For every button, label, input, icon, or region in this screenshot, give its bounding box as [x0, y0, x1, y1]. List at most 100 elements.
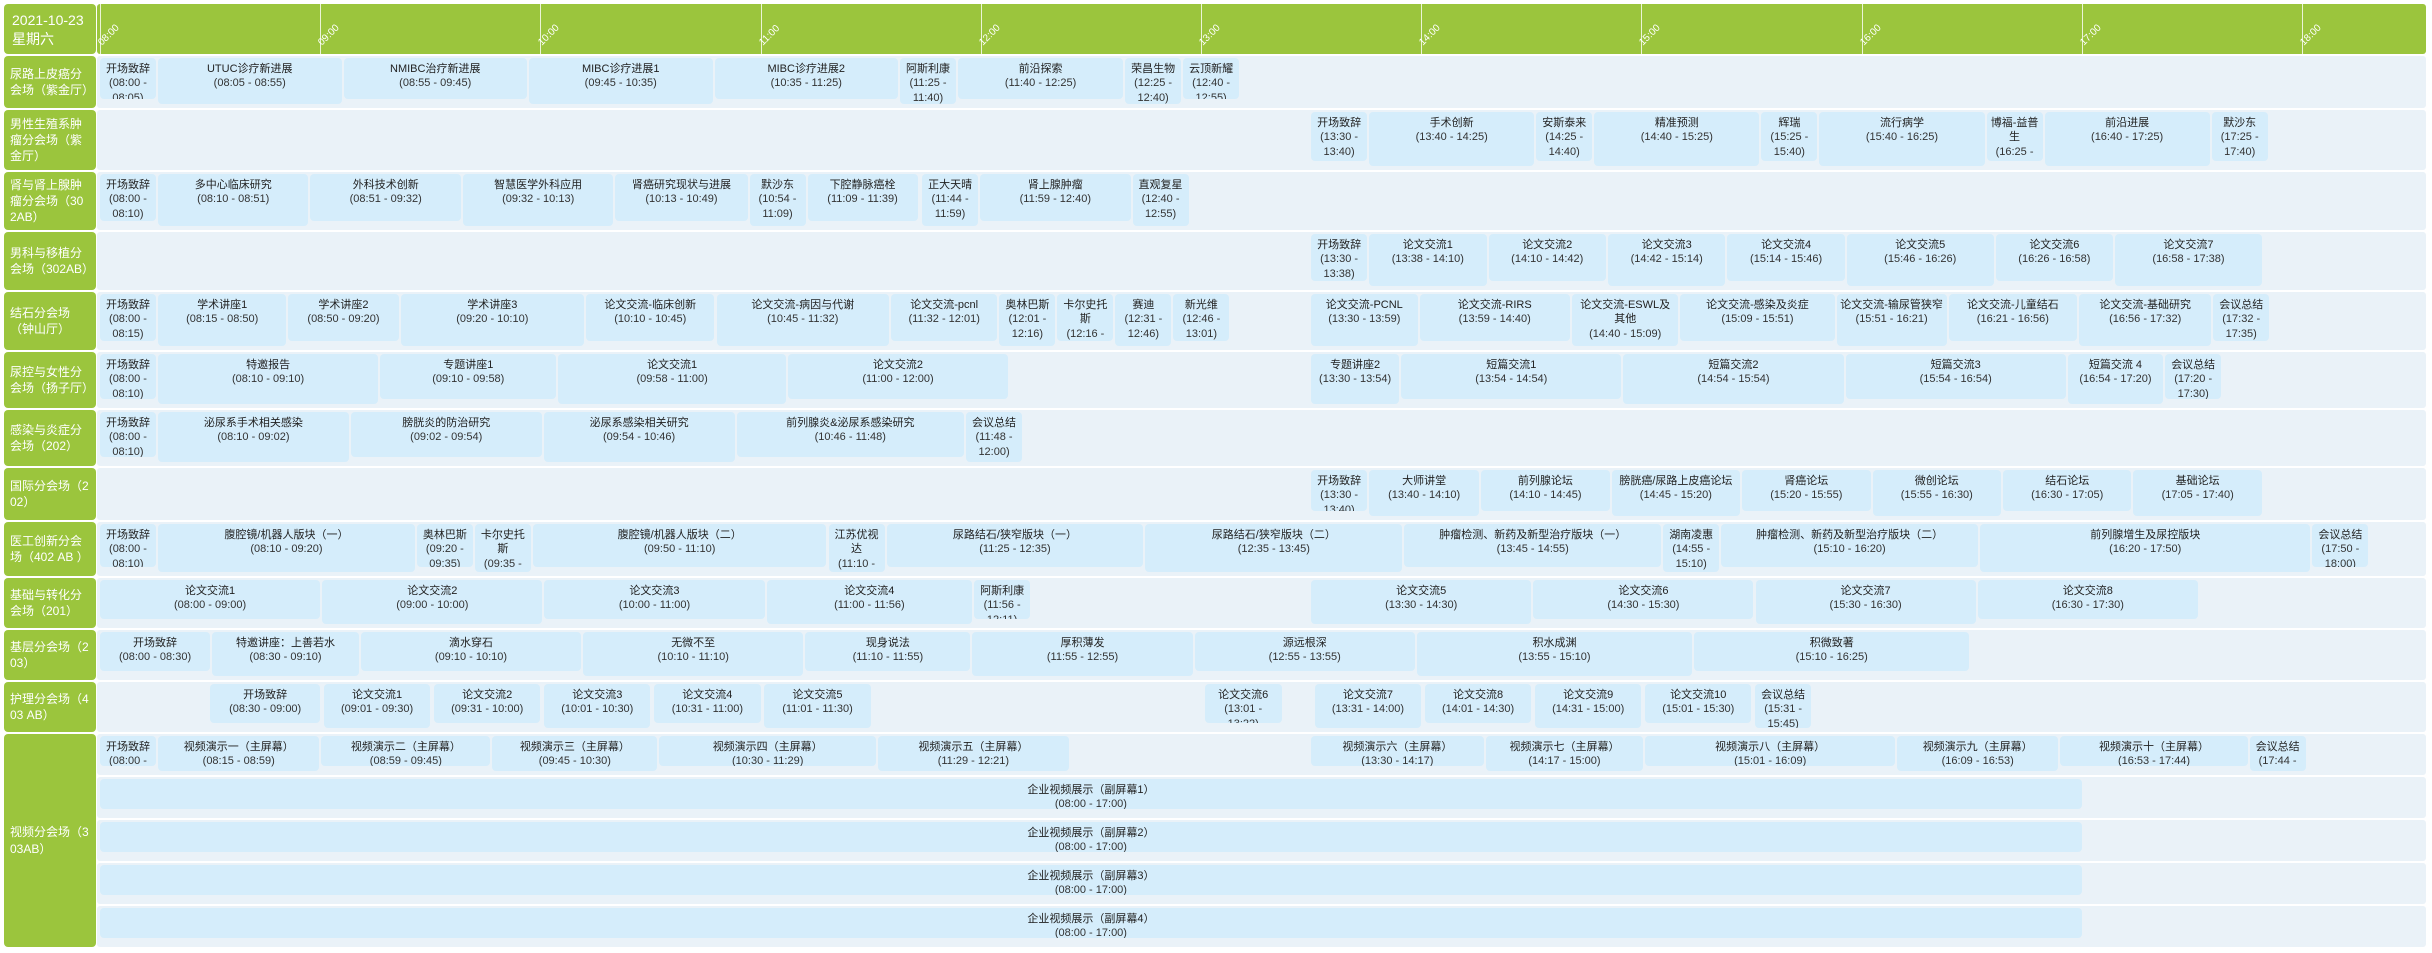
- event-block[interactable]: 视频演示五（主屏幕） (11:29 - 12:21): [877, 736, 1069, 771]
- event-block[interactable]: 企业视频展示（副屏幕3） (08:00 - 17:00): [100, 865, 2082, 895]
- event-block[interactable]: 企业视频展示（副屏幕1） (08:00 - 17:00): [100, 779, 2082, 809]
- event-block[interactable]: 专题讲座1 (09:10 - 09:58): [380, 354, 557, 399]
- event-block[interactable]: 现身说法 (11:10 - 11:55): [805, 632, 971, 671]
- event-block[interactable]: 肾癌研究现状与进展 (10:13 - 10:49): [615, 174, 748, 221]
- event-block[interactable]: 视频演示七（主屏幕） (14:17 - 15:00): [1485, 736, 1644, 771]
- event-block[interactable]: 源远根深 (12:55 - 13:55): [1194, 632, 1415, 671]
- event-block[interactable]: 云顶新耀 (12:40 - 12:55): [1183, 58, 1240, 99]
- event-block[interactable]: 论文交流-临床创新 (10:10 - 10:45): [586, 294, 715, 341]
- event-block[interactable]: 论文交流1 (09:58 - 11:00): [558, 354, 786, 404]
- event-block[interactable]: 手术创新 (13:40 - 14:25): [1369, 112, 1535, 166]
- event-block[interactable]: 默沙东 (17:25 - 17:40): [2211, 112, 2268, 161]
- event-block[interactable]: 泌尿系感染相关研究 (09:54 - 10:46): [543, 412, 735, 462]
- event-block[interactable]: 开场致辞 (08:00 - 08:10): [100, 412, 156, 457]
- event-block[interactable]: 开场致辞 (08:00 - 08:10): [100, 354, 156, 399]
- event-block[interactable]: 短篇交流3 (15:54 - 16:54): [1845, 354, 2066, 399]
- event-block[interactable]: 短篇交流 4 (16:54 - 17:20): [2067, 354, 2164, 404]
- event-block[interactable]: 论文交流8 (14:01 - 14:30): [1424, 684, 1532, 723]
- event-block[interactable]: 论文交流2 (09:31 - 10:00): [433, 684, 541, 723]
- event-block[interactable]: 视频演示三（主屏幕） (09:45 - 10:30): [492, 736, 658, 771]
- event-block[interactable]: 开场致辞 (08:30 - 09:00): [210, 684, 321, 723]
- event-block[interactable]: 开场致辞 (08:00 - 08:30): [100, 632, 211, 671]
- event-block[interactable]: 学术讲座2 (08:50 - 09:20): [288, 294, 399, 341]
- event-block[interactable]: 前沿进展 (16:40 - 17:25): [2044, 112, 2210, 166]
- event-block[interactable]: 论文交流10 (15:01 - 15:30): [1645, 684, 1752, 723]
- event-block[interactable]: 视频演示九（主屏幕） (16:09 - 16:53): [1896, 736, 2059, 771]
- event-block[interactable]: 精准预测 (14:40 - 15:25): [1594, 112, 1760, 166]
- event-block[interactable]: 论文交流-RIRS (13:59 - 14:40): [1419, 294, 1570, 341]
- event-block[interactable]: 视频演示十（主屏幕） (16:53 - 17:44): [2060, 736, 2248, 766]
- event-block[interactable]: 直观复星 (12:40 - 12:55): [1132, 174, 1189, 226]
- event-block[interactable]: 专题讲座2 (13:30 - 13:54): [1311, 354, 1400, 404]
- event-block[interactable]: 论文交流5 (13:30 - 14:30): [1311, 580, 1532, 624]
- event-block[interactable]: 论文交流9 (14:31 - 15:00): [1534, 684, 1642, 728]
- event-block[interactable]: 会议总结 (17:50 - 18:00): [2312, 524, 2369, 567]
- event-block[interactable]: 智慧医学外科应用 (09:32 - 10:13): [462, 174, 614, 226]
- event-block[interactable]: 正大天晴 (11:44 - 11:59): [922, 174, 979, 226]
- event-block[interactable]: 开场致辞 (08:00 - 08:15): [100, 294, 156, 341]
- event-block[interactable]: 开场致辞 (13:30 - 13:38): [1311, 234, 1368, 281]
- event-block[interactable]: 论文交流4 (10:31 - 11:00): [654, 684, 761, 723]
- event-block[interactable]: 论文交流-病因与代谢 (10:45 - 11:32): [716, 294, 889, 346]
- event-block[interactable]: 论文交流-pcnl (11:32 - 12:01): [890, 294, 998, 341]
- event-block[interactable]: 会议总结 (11:48 - 12:00): [966, 412, 1023, 462]
- event-block[interactable]: 特邀讲座：上善若水 (08:30 - 09:10): [212, 632, 359, 676]
- event-block[interactable]: MIBC诊疗进展1 (09:45 - 10:35): [529, 58, 713, 104]
- event-block[interactable]: 阿斯利康 (11:56 - 12:11): [974, 580, 1031, 619]
- event-block[interactable]: 膀胱癌/尿路上皮癌论坛 (14:45 - 15:20): [1611, 470, 1741, 516]
- event-block[interactable]: 前列腺炎&泌尿系感染研究 (10:46 - 11:48): [736, 412, 965, 457]
- event-block[interactable]: 卡尔史托斯(12:16 - 12:31): [1057, 294, 1114, 341]
- event-block[interactable]: 论文交流2 (14:10 - 14:42): [1488, 234, 1606, 281]
- event-block[interactable]: 前列腺论坛 (14:10 - 14:45): [1481, 470, 1610, 511]
- event-block[interactable]: 论文交流5 (15:46 - 16:26): [1846, 234, 1994, 286]
- event-block[interactable]: 开场致辞 (13:30 - 13:40): [1311, 470, 1368, 511]
- event-block[interactable]: 论文交流1 (08:00 - 09:00): [100, 580, 321, 619]
- event-block[interactable]: 下腔静脉癌栓 (11:09 - 11:39): [807, 174, 918, 221]
- event-block[interactable]: 多中心临床研究 (08:10 - 08:51): [158, 174, 309, 226]
- event-block[interactable]: 短篇交流1 (13:54 - 14:54): [1401, 354, 1622, 399]
- event-block[interactable]: 膀胱炎的防治研究 (09:02 - 09:54): [350, 412, 542, 457]
- event-block[interactable]: 荣昌生物 (12:25 - 12:40): [1125, 58, 1182, 104]
- event-block[interactable]: 短篇交流2 (14:54 - 15:54): [1623, 354, 1844, 404]
- event-block[interactable]: 赛迪 (12:31 - 12:46): [1115, 294, 1172, 346]
- event-block[interactable]: 论文交流-儿童结石 (16:21 - 16:56): [1948, 294, 2078, 341]
- event-block[interactable]: 论文交流1 (09:01 - 09:30): [323, 684, 431, 728]
- event-block[interactable]: 肾上腺肿瘤 (11:59 - 12:40): [980, 174, 1131, 221]
- event-block[interactable]: 积水成渊 (13:55 - 15:10): [1416, 632, 1693, 676]
- event-block[interactable]: 视频演示二（主屏幕） (08:59 - 09:45): [321, 736, 491, 766]
- event-block[interactable]: 学术讲座3 (09:20 - 10:10): [400, 294, 585, 346]
- event-block[interactable]: 腹腔镜/机器人版块（二） (09:50 - 11:10): [532, 524, 827, 567]
- event-block[interactable]: 论文交流2 (09:00 - 10:00): [322, 580, 543, 624]
- event-block[interactable]: UTUC诊疗新进展 (08:05 - 08:55): [158, 58, 342, 104]
- event-block[interactable]: 流行病学 (15:40 - 16:25): [1819, 112, 1985, 166]
- event-block[interactable]: 论文交流3 (10:00 - 11:00): [544, 580, 765, 619]
- event-block[interactable]: 论文交流-输尿管狭窄 (15:51 - 16:21): [1836, 294, 1947, 346]
- event-block[interactable]: 基础论坛 (17:05 - 17:40): [2133, 470, 2262, 516]
- event-block[interactable]: 微创论坛 (15:55 - 16:30): [1872, 470, 2001, 516]
- event-block[interactable]: 开场致辞 (08:00 - 08:15): [100, 736, 156, 766]
- event-block[interactable]: 学术讲座1 (08:15 - 08:50): [158, 294, 287, 346]
- event-block[interactable]: 视频演示八（主屏幕） (15:01 - 16:09): [1645, 736, 1895, 766]
- event-block[interactable]: 论文交流-ESWL及其他 (14:40 - 15:09): [1572, 294, 1679, 346]
- event-block[interactable]: 肾癌论坛 (15:20 - 15:55): [1742, 470, 1871, 511]
- event-block[interactable]: 论文交流1 (13:38 - 14:10): [1369, 234, 1487, 286]
- event-block[interactable]: 论文交流6 (13:01 - 13:22): [1204, 684, 1282, 723]
- event-block[interactable]: 论文交流2 (11:00 - 12:00): [787, 354, 1009, 399]
- event-block[interactable]: 企业视频展示（副屏幕2） (08:00 - 17:00): [100, 822, 2082, 852]
- event-block[interactable]: 大师讲堂 (13:40 - 14:10): [1369, 470, 1480, 516]
- event-block[interactable]: 论文交流3 (14:42 - 15:14): [1607, 234, 1726, 286]
- event-block[interactable]: MIBC诊疗进展2 (10:35 - 11:25): [714, 58, 898, 99]
- event-block[interactable]: 视频演示六（主屏幕） (13:30 - 14:17): [1311, 736, 1484, 766]
- event-block[interactable]: 外科技术创新 (08:51 - 09:32): [310, 174, 461, 221]
- event-block[interactable]: 无微不至 (10:10 - 11:10): [583, 632, 804, 676]
- event-block[interactable]: 开场致辞 (08:00 - 08:10): [100, 174, 156, 221]
- event-block[interactable]: 视频演示四（主屏幕） (10:30 - 11:29): [659, 736, 876, 766]
- event-block[interactable]: 奥林巴斯 (09:20 - 09:35): [416, 524, 473, 567]
- event-block[interactable]: 积微致著 (15:10 - 16:25): [1694, 632, 1970, 671]
- event-block[interactable]: 江苏优视达(11:10 - 11:25): [828, 524, 885, 572]
- event-block[interactable]: 尿路结石/狭窄版块（一） (11:25 - 12:35): [886, 524, 1144, 567]
- event-block[interactable]: 会议总结 (17:44 - 17:55): [2249, 736, 2306, 771]
- event-block[interactable]: 安斯泰来 (14:25 - 14:40): [1536, 112, 1593, 161]
- event-block[interactable]: 会议总结 (17:32 - 17:35): [2213, 294, 2270, 341]
- event-block[interactable]: 论文交流7 (15:30 - 16:30): [1755, 580, 1976, 624]
